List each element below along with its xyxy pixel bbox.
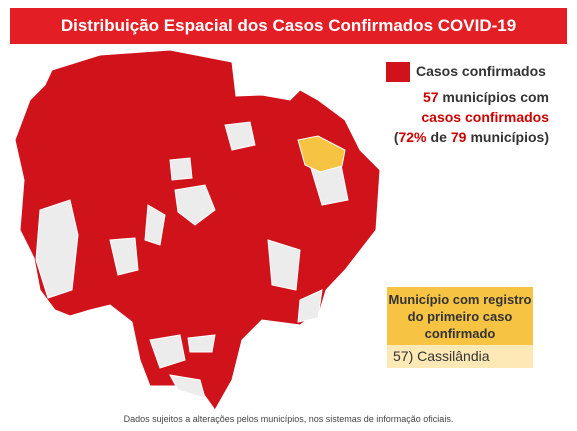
- municipality: [187, 334, 216, 353]
- municipality: [224, 121, 256, 151]
- title: Distribuição Espacial dos Casos Confirma…: [10, 8, 567, 44]
- legend-swatch: [386, 62, 410, 82]
- summary-line: 57 municípios com: [394, 87, 549, 107]
- text: de: [430, 129, 447, 145]
- highlight: casos confirmados: [421, 109, 549, 125]
- summary: 57 municípios com casos confirmados (72%…: [394, 87, 549, 147]
- municipality: [144, 204, 166, 246]
- state-outline: [14, 49, 381, 411]
- footer: Dados sujeitos a alterações pelos municí…: [123, 414, 454, 424]
- legend-label: Casos confirmados: [416, 63, 546, 79]
- no-case-areas: [35, 121, 349, 399]
- municipality: [267, 239, 301, 291]
- municipality: [297, 289, 323, 323]
- first-case-municipality: [297, 135, 346, 173]
- municipality: [35, 199, 79, 299]
- municipality: [109, 237, 139, 276]
- first-case-header: Município com registro do primeiro caso …: [387, 287, 533, 345]
- count: 57: [422, 89, 439, 105]
- total: 79: [450, 129, 467, 145]
- municipality: [174, 184, 216, 226]
- summary-line: (72% de 79 municípios): [394, 127, 549, 147]
- percent: 72%: [398, 129, 427, 145]
- municipality: [169, 374, 206, 399]
- text: municípios): [470, 129, 549, 145]
- paren: (: [393, 129, 399, 145]
- municipality: [149, 334, 186, 369]
- municipality: [169, 157, 193, 181]
- count-text: municípios com: [442, 89, 549, 105]
- first-case-entry: 57) Cassilândia: [387, 345, 533, 368]
